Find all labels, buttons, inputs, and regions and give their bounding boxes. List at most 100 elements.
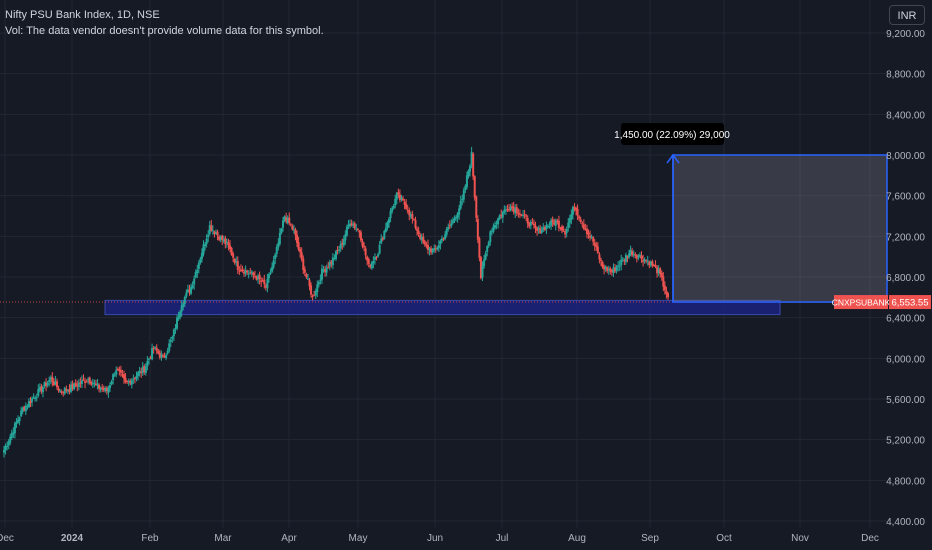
candle (163, 356, 166, 358)
candle (370, 262, 373, 269)
candle (612, 267, 615, 273)
candle (648, 261, 651, 266)
candle (596, 246, 599, 253)
candle (160, 354, 163, 358)
candle (222, 239, 225, 242)
candle (377, 254, 380, 257)
candle (526, 218, 529, 224)
time-axis-label: Apr (281, 533, 297, 544)
candle (135, 376, 138, 379)
candle (112, 374, 115, 381)
candle (532, 223, 535, 226)
candle (328, 262, 331, 267)
candle (169, 339, 172, 342)
candle (10, 432, 13, 438)
candle (522, 214, 525, 216)
candle (386, 222, 389, 228)
candle (450, 223, 453, 226)
candle (45, 382, 48, 386)
candle (13, 423, 16, 434)
candle (518, 213, 521, 215)
candle (165, 354, 168, 359)
candle (202, 244, 205, 255)
candle (483, 259, 486, 267)
candle (331, 257, 334, 266)
candle (246, 270, 249, 273)
candle (434, 248, 437, 250)
candle (151, 348, 154, 360)
candle (3, 449, 5, 453)
candle (105, 388, 108, 392)
candle (51, 376, 54, 383)
candle (147, 358, 150, 360)
symbol-title[interactable]: Nifty PSU Bank Index, 1D, NSE (5, 9, 160, 21)
candle (104, 387, 107, 392)
candle (631, 251, 634, 256)
candle (617, 265, 620, 267)
candle (458, 208, 461, 215)
candle (366, 256, 369, 261)
candle (559, 227, 562, 229)
candle (266, 278, 269, 289)
candle (154, 347, 157, 349)
candle (649, 261, 652, 266)
candle (398, 194, 401, 200)
candle (205, 238, 208, 245)
candle (70, 384, 73, 392)
candle (113, 374, 116, 376)
candle (12, 432, 15, 435)
candle (172, 329, 175, 337)
candle (419, 235, 422, 239)
candle (593, 242, 596, 246)
candle (297, 242, 300, 250)
candle (180, 305, 183, 312)
price-axis-label: 4,400.00 (886, 517, 925, 528)
time-axis-label: Oct (716, 533, 732, 544)
candle (391, 208, 394, 212)
candle (433, 248, 436, 251)
time-axis-label: 2024 (61, 533, 84, 544)
candle (46, 382, 49, 386)
candle (445, 228, 448, 235)
candle (190, 287, 193, 294)
candle (486, 246, 489, 252)
candle (416, 228, 419, 231)
candle (403, 201, 406, 205)
candle (384, 227, 387, 232)
candle (289, 224, 292, 226)
measure-box[interactable] (672, 154, 888, 303)
candle (609, 268, 612, 272)
candle (493, 224, 496, 228)
candle (578, 216, 581, 219)
candle (227, 242, 230, 245)
candle (422, 236, 425, 243)
candle (554, 219, 557, 226)
candle (431, 249, 434, 253)
candle (149, 357, 152, 359)
candle (548, 225, 551, 227)
support-zone-rect[interactable] (104, 299, 781, 316)
candle (412, 219, 415, 221)
candle (490, 231, 493, 233)
candle (236, 261, 239, 270)
candle (213, 231, 216, 235)
candle (119, 370, 122, 373)
candle (99, 388, 102, 390)
candle (632, 254, 635, 256)
candle (108, 385, 111, 389)
candle (166, 350, 169, 354)
candle (654, 265, 657, 267)
candle (296, 234, 299, 244)
candle (292, 229, 295, 231)
candle (38, 387, 41, 391)
candle (57, 388, 60, 391)
candle (531, 222, 534, 224)
candle (121, 374, 124, 376)
candle (37, 389, 40, 396)
candle (88, 377, 91, 383)
candle (31, 398, 34, 402)
candle (171, 336, 174, 339)
currency-button[interactable]: INR (889, 5, 925, 25)
